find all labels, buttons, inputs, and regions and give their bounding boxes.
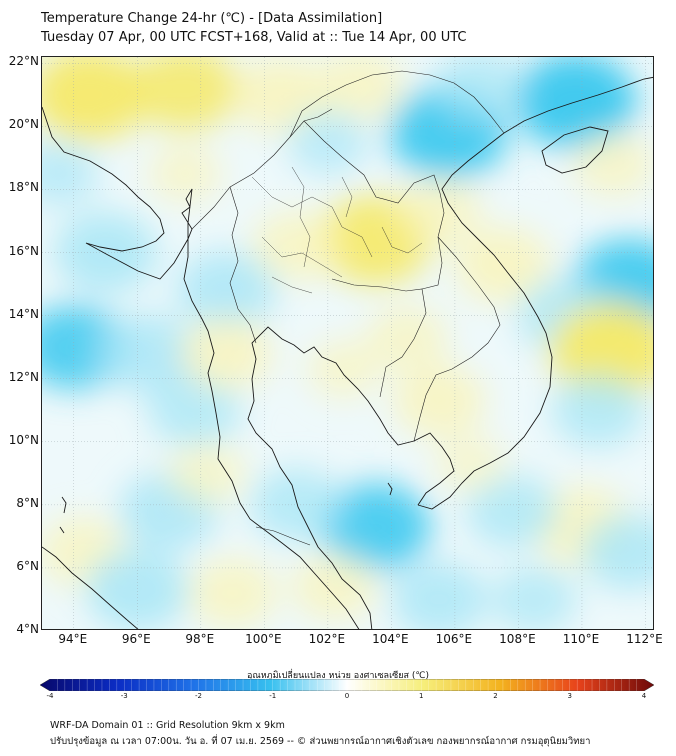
anomaly-blob-32	[85, 549, 189, 629]
map-subtitle: Tuesday 07 Apr, 00 UTC FCST+168, Valid a…	[41, 30, 467, 45]
lat-label-14: 14°N	[8, 306, 39, 321]
country-borders	[191, 70, 505, 546]
temperature-change-map[interactable]	[41, 56, 654, 630]
lat-label-6: 6°N	[16, 558, 39, 573]
anomaly-blob-23	[549, 302, 653, 399]
anomaly-blob-34	[291, 553, 377, 621]
anomaly-blob-0	[42, 57, 149, 142]
coastline-vietnam	[417, 76, 653, 510]
anomaly-blob-7	[287, 109, 369, 175]
lon-label-112: 112°E	[626, 632, 663, 646]
colorbar	[40, 679, 654, 691]
anomaly-blob-5	[515, 57, 637, 149]
anomaly-blob-24	[551, 373, 645, 447]
lat-label-10: 10°N	[8, 432, 39, 447]
coastline-gulf	[247, 326, 455, 629]
footer-credits: ปรับปรุงข้อมูล ณ เวลา 07:00น. วัน อ. ที่…	[50, 736, 591, 747]
anomaly-layer	[42, 57, 653, 629]
anomaly-blob-16	[176, 250, 277, 330]
colorbar-tick-6: 2	[493, 692, 498, 700]
sumatra-coast	[42, 546, 139, 629]
footer-model-info: WRF-DA Domain 01 :: Grid Resolution 9km …	[50, 720, 285, 731]
lon-label-110: 110°E	[562, 632, 600, 646]
anomaly-blob-19	[148, 373, 241, 447]
lat-label-20: 20°N	[8, 117, 39, 132]
anomaly-blob-10	[396, 177, 482, 246]
lon-label-98: 98°E	[185, 632, 215, 646]
border-malaysia	[255, 526, 311, 546]
map-canvas	[42, 57, 653, 629]
border-china	[289, 70, 505, 138]
colorbar-tick-2: -2	[195, 692, 202, 700]
colorbar-tick-4: 0	[344, 692, 350, 700]
anomaly-blob-29	[249, 468, 343, 542]
anomaly-blob-38	[435, 435, 507, 493]
anomaly-blob-37	[168, 442, 247, 505]
anomaly-blob-12	[366, 305, 449, 371]
coastline-west	[42, 106, 360, 629]
anomaly-blob-6	[435, 57, 525, 121]
map-title: Temperature Change 24-hr (℃) - [Data Ass…	[41, 11, 383, 26]
colorbar-tick-1: -3	[120, 692, 128, 700]
anomaly-blob-9	[251, 211, 341, 282]
lon-label-96: 96°E	[121, 632, 151, 646]
lat-label-18: 18°N	[8, 180, 39, 195]
colorbar-title: อุณหภูมิเปลี่ยนแปลง หน่วย องศาเซลเซียส (…	[246, 671, 430, 681]
lon-label-106: 106°E	[435, 632, 473, 646]
anomaly-blob-14	[306, 339, 381, 399]
anomaly-blob-27	[465, 474, 559, 548]
lon-label-104: 104°E	[372, 632, 409, 646]
anomaly-blob-18	[97, 314, 197, 393]
lon-label-100: 100°E	[245, 632, 282, 646]
anomaly-blob-41	[572, 131, 653, 197]
border-thailand-cambodia	[331, 278, 427, 398]
border-laos-vietnam	[413, 236, 501, 442]
anomaly-blob-33	[188, 557, 277, 629]
phu-quoc-island	[387, 482, 393, 496]
lat-label-22: 22°N	[8, 54, 39, 69]
colorbar-tick-8: 4	[641, 692, 647, 700]
colorbar-tick-5: 1	[419, 692, 424, 700]
anomaly-blob-36	[491, 565, 577, 629]
provincial-lines	[251, 166, 423, 294]
lat-label-12: 12°N	[8, 369, 39, 384]
anomaly-blob-20	[180, 316, 273, 391]
colorbar-tick-0: -4	[46, 692, 54, 700]
anomaly-blob-28	[320, 483, 431, 571]
anomaly-blob-35	[391, 561, 488, 629]
anomaly-blob-3	[315, 57, 405, 121]
border-myanmar-thailand	[191, 108, 333, 344]
coastlines	[42, 76, 653, 629]
lon-label-102: 102°E	[308, 632, 346, 646]
border-thailand-laos	[303, 120, 445, 290]
anomaly-blob-26	[581, 514, 653, 591]
lon-label-94: 94°E	[58, 632, 88, 646]
anomaly-blob-2	[232, 57, 329, 133]
anomaly-blob-39	[42, 141, 99, 207]
colorbar-tick-7: 3	[567, 692, 572, 700]
lat-label-4: 4°N	[16, 622, 39, 636]
andaman-islands	[59, 496, 67, 534]
anomaly-blob-1	[131, 57, 239, 131]
hainan-island	[541, 126, 609, 174]
colorbar-tick-3: -1	[269, 692, 277, 700]
lon-label-108: 108°E	[499, 632, 536, 646]
anomaly-blob-11	[454, 227, 551, 304]
anomaly-blob-40	[147, 144, 223, 204]
lat-label-8: 8°N	[16, 495, 39, 510]
anomaly-blob-13	[392, 364, 486, 438]
graticule	[42, 57, 653, 629]
lat-label-16: 16°N	[8, 243, 39, 258]
